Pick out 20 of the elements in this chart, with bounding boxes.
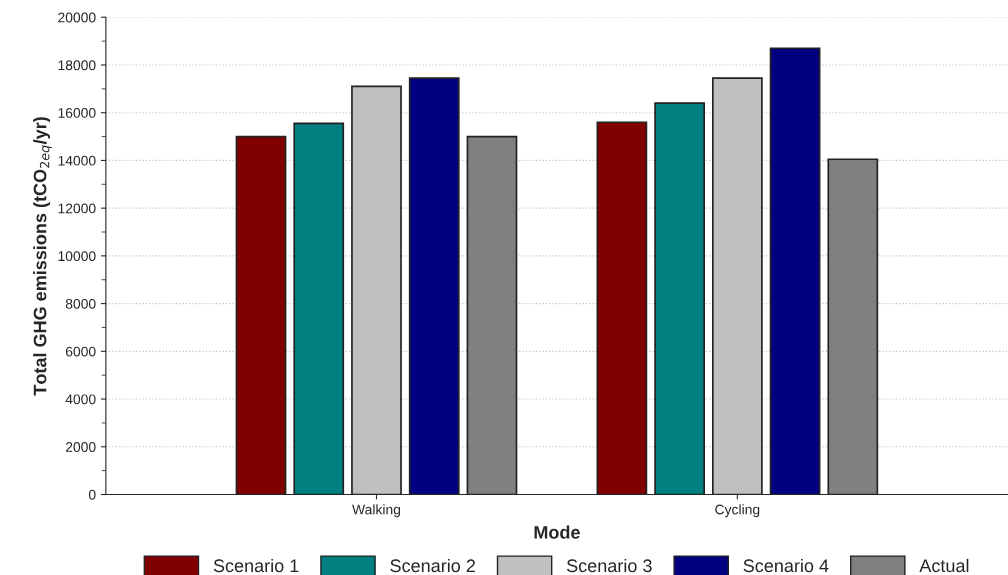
y-tick-label: 12000 [58, 203, 96, 214]
y-tick-label: 18000 [58, 60, 96, 71]
legend-label: Scenario 2 [390, 558, 475, 573]
y-tick-label: 14000 [58, 155, 96, 166]
x-axis-title: Mode [534, 525, 580, 539]
x-tick-label: Cycling [715, 504, 760, 518]
y-tick-label: 6000 [65, 346, 96, 357]
y-tick-label: 8000 [65, 298, 96, 309]
y-tick-label: 10000 [58, 251, 96, 262]
legend-label: Scenario 4 [743, 558, 829, 573]
legend-label: Actual [919, 558, 969, 573]
y-tick-label: 4000 [65, 394, 96, 405]
legend-label: Scenario 1 [213, 558, 299, 573]
y-axis-title: Total GHG emissions (tCO$_{2eq}$/yr) [33, 117, 52, 396]
y-tick-label: 0 [88, 489, 96, 500]
legend-label: Scenario 3 [566, 558, 652, 573]
x-tick-label: Walking [352, 504, 401, 518]
y-tick-label: 2000 [65, 442, 96, 452]
y-tick-label: 16000 [58, 108, 96, 118]
y-tick-label: 20000 [58, 12, 96, 23]
